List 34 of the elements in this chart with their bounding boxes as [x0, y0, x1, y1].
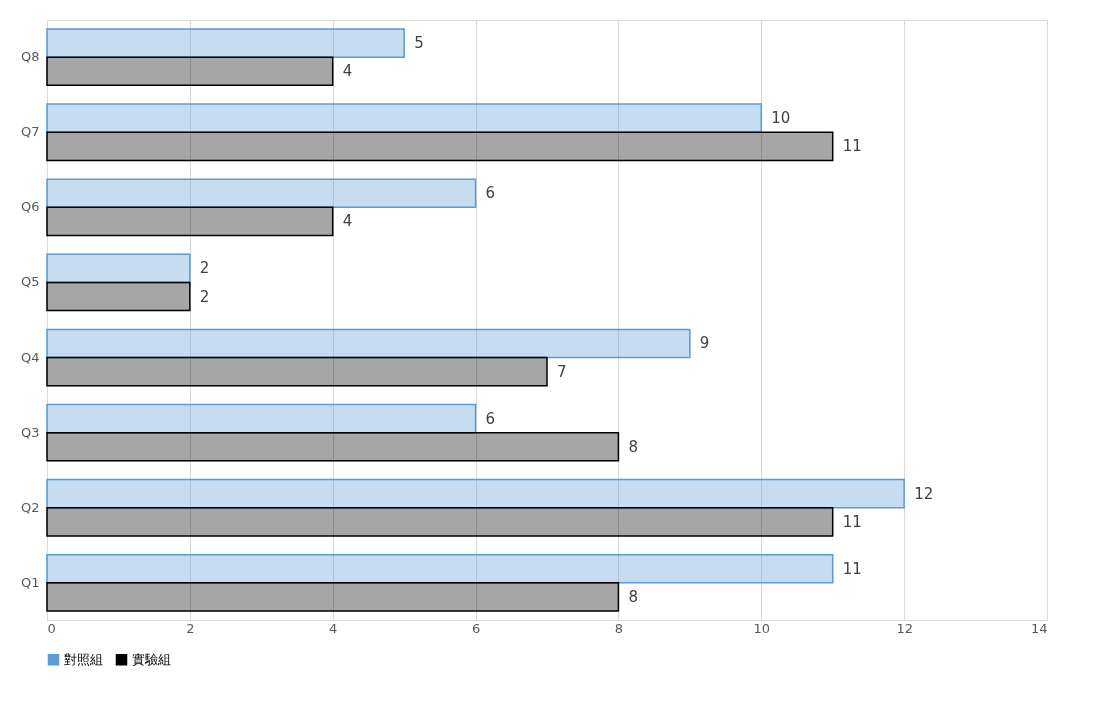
data-label: 12 [914, 484, 934, 503]
data-label: 11 [842, 559, 862, 578]
y-tick-label: Q1 [20, 574, 40, 590]
y-tick-label: Q5 [20, 274, 40, 290]
data-label: 10 [771, 109, 791, 128]
legend-label: 實驗組 [132, 651, 171, 667]
x-tick-label: 8 [614, 620, 624, 636]
x-tick-label: 12 [896, 620, 913, 636]
data-label: 8 [628, 587, 638, 606]
x-tick-label: 2 [186, 620, 195, 636]
y-tick-label: Q6 [20, 199, 40, 215]
x-tick-label: 6 [471, 620, 481, 636]
x-tick-label: 4 [329, 620, 338, 636]
data-label: 11 [842, 512, 862, 531]
x-tick-label: 10 [753, 620, 771, 636]
y-tick-label: Q8 [20, 49, 40, 65]
data-label: 6 [485, 184, 496, 203]
data-label: 8 [628, 437, 638, 456]
data-label: 11 [842, 137, 862, 156]
x-tick-label: 0 [47, 620, 56, 636]
x-tick-label: 14 [1030, 620, 1048, 636]
y-tick-label: Q2 [20, 499, 40, 515]
data-label: 6 [485, 409, 496, 428]
data-label: 7 [557, 362, 567, 381]
y-tick-label: Q4 [20, 349, 40, 365]
legend-label: 對照組 [64, 651, 103, 667]
data-label: 2 [199, 287, 210, 306]
y-tick-label: Q7 [20, 124, 40, 140]
data-label: 5 [414, 34, 424, 53]
data-label: 9 [699, 334, 710, 353]
y-tick-label: Q3 [20, 424, 40, 440]
data-label: 4 [342, 212, 353, 231]
data-label: 4 [342, 62, 353, 81]
data-label: 2 [199, 259, 210, 278]
